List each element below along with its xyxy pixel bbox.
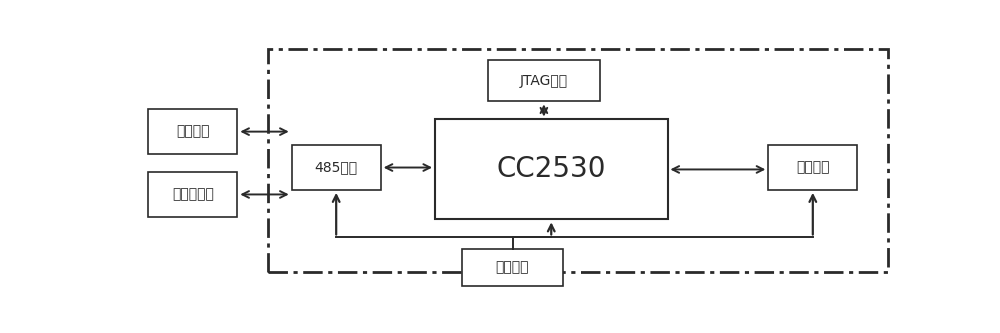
Text: 电力设备: 电力设备: [176, 125, 210, 139]
Text: 电源模块: 电源模块: [496, 260, 529, 274]
Bar: [268, 49, 888, 272]
Bar: [488, 61, 600, 102]
Text: 射频模块: 射频模块: [796, 161, 830, 174]
Bar: [148, 172, 237, 217]
Bar: [462, 249, 563, 286]
Text: CC2530: CC2530: [496, 156, 606, 183]
Bar: [768, 145, 857, 190]
Text: 传感器设备: 传感器设备: [172, 187, 214, 201]
Bar: [292, 145, 381, 190]
Bar: [435, 120, 668, 219]
Bar: [148, 109, 237, 154]
Text: JTAG接口: JTAG接口: [520, 74, 568, 88]
Text: 485接口: 485接口: [315, 161, 358, 174]
